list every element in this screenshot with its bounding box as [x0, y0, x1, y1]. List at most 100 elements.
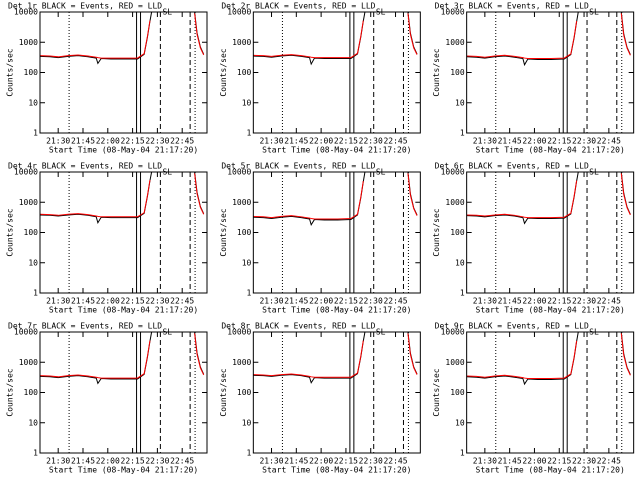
- x-tick-label: 22:30: [145, 457, 169, 466]
- x-tick-label: 22:15: [121, 137, 145, 146]
- panel: Det 4r BLACK = Events, RED = LLDSL110100…: [6, 162, 208, 315]
- x-axis-label: Start Time (08-May-04 21:17:20): [49, 146, 198, 155]
- series-line: [39, 173, 205, 218]
- x-tick-label: 21:30: [473, 137, 497, 146]
- x-tick-label: 22:00: [522, 137, 546, 146]
- y-axis-label: Counts/sec: [6, 48, 15, 96]
- x-tick-label: 22:15: [121, 297, 145, 306]
- x-tick-label: 21:45: [71, 457, 95, 466]
- y-tick-label: 1000: [445, 38, 464, 47]
- x-tick-label: 22:30: [572, 457, 596, 466]
- panel-title: Det 9r BLACK = Events, RED = LLD: [435, 322, 589, 331]
- panel-title: Det 1r BLACK = Events, RED = LLD: [8, 2, 162, 11]
- y-tick-label: 10000: [441, 8, 465, 17]
- x-axis-label: Start Time (08-May-04 21:17:20): [476, 306, 625, 315]
- y-tick-label: 10: [242, 418, 252, 427]
- y-tick-label: 10: [455, 258, 465, 267]
- y-tick-label: 1: [247, 449, 252, 458]
- x-tick-label: 22:00: [309, 137, 333, 146]
- y-tick-label: 1: [460, 129, 465, 138]
- series-line: [253, 173, 418, 220]
- x-tick-label: 21:45: [284, 297, 308, 306]
- y-tick-label: 10000: [441, 168, 465, 177]
- y-tick-label: 10000: [227, 8, 251, 17]
- x-tick-label: 21:30: [473, 457, 497, 466]
- series-line: [466, 13, 631, 60]
- x-tick-label: 22:15: [547, 137, 571, 146]
- y-tick-label: 10: [242, 98, 252, 107]
- y-tick-label: 10: [28, 258, 38, 267]
- y-tick-label: 1000: [232, 38, 251, 47]
- x-axis-label: Start Time (08-May-04 21:17:20): [476, 466, 625, 475]
- x-tick-label: 21:30: [259, 297, 283, 306]
- x-tick-label: 22:45: [170, 137, 194, 146]
- x-axis-label: Start Time (08-May-04 21:17:20): [262, 306, 411, 315]
- y-axis-label: Counts/sec: [219, 208, 228, 256]
- x-tick-label: 21:45: [498, 457, 522, 466]
- panel: Det 8r BLACK = Events, RED = LLDSL110100…: [219, 322, 421, 475]
- y-tick-label: 10000: [14, 8, 38, 17]
- panel: Det 6r BLACK = Events, RED = LLDSL110100…: [432, 162, 635, 315]
- series-line: [253, 333, 418, 378]
- y-tick-label: 1: [33, 129, 38, 138]
- y-tick-label: 100: [24, 228, 39, 237]
- y-axis-label: Counts/sec: [432, 208, 441, 256]
- x-tick-label: 22:15: [547, 457, 571, 466]
- x-tick-label: 22:45: [597, 297, 621, 306]
- y-tick-label: 10: [28, 418, 38, 427]
- panel-title: Det 7r BLACK = Events, RED = LLD: [8, 322, 162, 331]
- y-tick-label: 1: [247, 289, 252, 298]
- x-axis-label: Start Time (08-May-04 21:17:20): [262, 466, 411, 475]
- series-line: [466, 333, 631, 380]
- y-tick-label: 100: [450, 228, 465, 237]
- panel: Det 2r BLACK = Events, RED = LLDSL110100…: [219, 2, 421, 155]
- y-tick-label: 100: [237, 388, 252, 397]
- x-tick-label: 22:45: [597, 137, 621, 146]
- y-tick-label: 1: [460, 449, 465, 458]
- x-tick-label: 22:30: [359, 297, 383, 306]
- y-tick-label: 100: [24, 68, 39, 77]
- y-axis-label: Counts/sec: [432, 48, 441, 96]
- x-tick-label: 21:45: [71, 137, 95, 146]
- y-tick-label: 1000: [445, 198, 464, 207]
- x-tick-label: 22:15: [334, 457, 358, 466]
- x-tick-label: 22:45: [383, 457, 407, 466]
- x-tick-label: 21:45: [498, 137, 522, 146]
- y-tick-label: 10: [242, 258, 252, 267]
- y-tick-label: 1: [247, 129, 252, 138]
- panel-title: Det 2r BLACK = Events, RED = LLD: [221, 2, 375, 11]
- x-tick-label: 22:00: [96, 297, 120, 306]
- y-tick-label: 10000: [14, 328, 38, 337]
- x-tick-label: 21:30: [259, 137, 283, 146]
- x-tick-label: 22:30: [572, 297, 596, 306]
- y-tick-label: 10: [28, 98, 38, 107]
- x-tick-label: 21:30: [473, 297, 497, 306]
- x-tick-label: 21:45: [284, 457, 308, 466]
- panel: Det 5r BLACK = Events, RED = LLDSL110100…: [219, 162, 421, 315]
- x-tick-label: 22:00: [522, 457, 546, 466]
- y-tick-label: 10: [455, 98, 465, 107]
- panel: Det 3r BLACK = Events, RED = LLDSL110100…: [432, 2, 635, 155]
- panel: Det 9r BLACK = Events, RED = LLDSL110100…: [432, 322, 635, 475]
- x-tick-label: 22:00: [522, 297, 546, 306]
- panel-title: Det 3r BLACK = Events, RED = LLD: [435, 2, 589, 11]
- y-axis-label: Counts/sec: [6, 368, 15, 416]
- y-tick-label: 100: [237, 228, 252, 237]
- y-tick-label: 1: [460, 289, 465, 298]
- y-axis-label: Counts/sec: [6, 208, 15, 256]
- x-tick-label: 22:45: [383, 297, 407, 306]
- series-line: [39, 333, 205, 379]
- y-tick-label: 10000: [14, 168, 38, 177]
- x-tick-label: 22:30: [145, 137, 169, 146]
- y-axis-label: Counts/sec: [219, 368, 228, 416]
- y-tick-label: 1000: [232, 358, 251, 367]
- x-tick-label: 21:30: [46, 137, 70, 146]
- y-tick-label: 100: [450, 68, 465, 77]
- y-tick-label: 100: [237, 68, 252, 77]
- x-tick-label: 22:45: [170, 457, 194, 466]
- x-axis-label: Start Time (08-May-04 21:17:20): [49, 306, 198, 315]
- x-tick-label: 22:30: [359, 137, 383, 146]
- panel: Det 1r BLACK = Events, RED = LLDSL110100…: [6, 2, 208, 155]
